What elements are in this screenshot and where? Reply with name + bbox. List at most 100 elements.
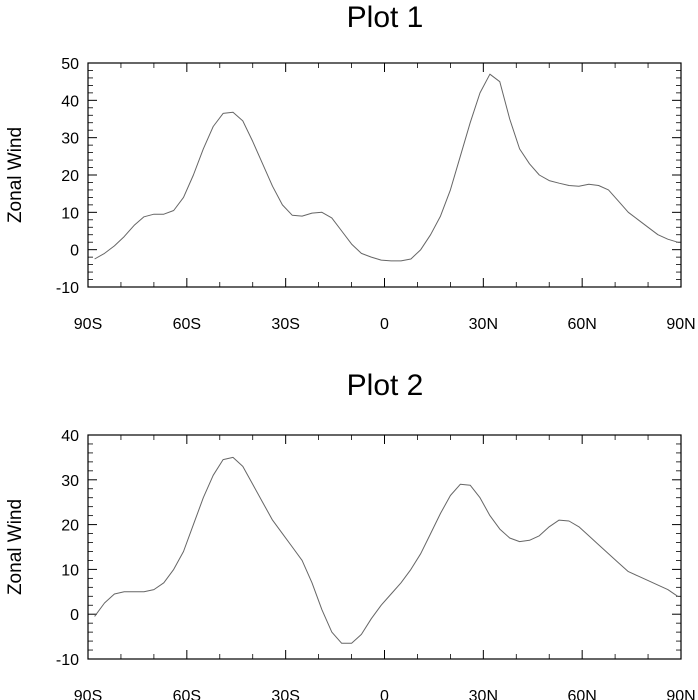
plot-1-data-point [391, 260, 392, 261]
plot-2-data-point [400, 582, 401, 583]
plot-1-data-point [153, 214, 154, 215]
plot-1-data-point [667, 239, 668, 240]
plot-1-y-tick-label: -10 [56, 280, 79, 297]
plot-2-data-point [331, 632, 332, 633]
plot-2-data-point [104, 602, 105, 603]
plot-1-data-point [203, 148, 204, 149]
plot-2-data-point [657, 585, 658, 586]
plot-1-data-point [143, 216, 144, 217]
plot-2-data-point [124, 591, 125, 592]
plot-2-data-point [292, 546, 293, 547]
plot-2-data-point [321, 609, 322, 610]
plot-2-y-tick-label: 0 [70, 607, 79, 624]
plot-2-data-point [302, 560, 303, 561]
plot-1-data-point [628, 212, 629, 213]
plot-2-series-points [94, 457, 678, 644]
plot-1-x-tick-label: 60N [567, 316, 596, 333]
plot-1-plot-frame [87, 62, 682, 288]
plot-2-y-tick-label: -10 [56, 652, 79, 669]
plot-2-data-point [499, 529, 500, 530]
plot-1-data-point [321, 212, 322, 213]
plot-1-data-point [519, 148, 520, 149]
plot-2-data-point [114, 593, 115, 594]
plot-2-data-point [539, 535, 540, 536]
plot-1-data-point [499, 81, 500, 82]
plot-2-data-point [311, 582, 312, 583]
plot-1-data-point [460, 156, 461, 157]
plot-2-data-point [361, 634, 362, 635]
plot-2-data-point [519, 541, 520, 542]
plot-1-data-point [638, 219, 639, 220]
plot-1-data-point [568, 185, 569, 186]
plot-2-data-point [509, 537, 510, 538]
plot-2-data-point [618, 562, 619, 563]
plot-1-y-tick-label: 10 [61, 205, 79, 222]
plot-1-data-point [618, 201, 619, 202]
plot-1-data-point [134, 225, 135, 226]
plot-1-data-point [509, 118, 510, 119]
plot-1-data-point [479, 92, 480, 93]
plot-2-data-point [163, 582, 164, 583]
plot-1-data-point [578, 186, 579, 187]
plot-2-data-point [559, 520, 560, 521]
plot-2-data-point [420, 553, 421, 554]
plot-2-data-point [450, 495, 451, 496]
plot-1-data-point [183, 197, 184, 198]
plot-2-minor-ticks [88, 435, 681, 659]
plot-1-x-tick-label: 90S [74, 316, 102, 333]
plot-2-title: Plot 2 [347, 369, 424, 402]
plot-2-y-tick-label: 30 [61, 473, 79, 490]
plot-1-data-point [648, 227, 649, 228]
plot-2-data-point [608, 553, 609, 554]
plot-1-data-point [272, 186, 273, 187]
plot-1-data-point [311, 213, 312, 214]
plot-1-data-point [588, 184, 589, 185]
plot-1: Plot 1 Zonal Wind -10 0 10 20 30 40 50 90S 60S 3… [5, 1, 696, 333]
plot-1-data-point [657, 234, 658, 235]
plot-1-data-point [302, 216, 303, 217]
plot-1-data-point [440, 216, 441, 217]
plot-1-data-point [341, 230, 342, 231]
plot-2-data-point [262, 502, 263, 503]
plot-1-data-point [361, 253, 362, 254]
plot-1-y-tick-label: 0 [70, 243, 79, 260]
plot-2-data-point [203, 497, 204, 498]
plot-1-y-tick-label: 40 [61, 93, 79, 110]
plot-2-data-point [410, 569, 411, 570]
plot-1-data-point [242, 120, 243, 121]
plot-2-data-point [381, 605, 382, 606]
plot-2-data-point [648, 580, 649, 581]
plot-2-x-tick-label: 60N [567, 688, 596, 700]
plot-2-x-tick-label: 30S [271, 688, 299, 700]
plot-1-data-point [331, 217, 332, 218]
plot-1-data-point [114, 245, 115, 246]
plot-2-y-tick-label: 40 [61, 428, 79, 445]
plot-2-x-tick-label: 60S [173, 688, 201, 700]
plot-2-data-point [460, 484, 461, 485]
plot-1-x-tick-label: 30S [271, 316, 299, 333]
plot-1-data-point [262, 163, 263, 164]
plot-1-data-point [430, 234, 431, 235]
plot-1-data-point [282, 204, 283, 205]
plot-2-data-point [529, 540, 530, 541]
plot-2-data-point [134, 591, 135, 592]
plot-2-data-point [638, 576, 639, 577]
plot-1-series-line [94, 73, 678, 262]
plot-2-data-point [430, 533, 431, 534]
plot-1-data-point [489, 74, 490, 75]
plot-1-data-point [163, 214, 164, 215]
plot-2-data-point [232, 457, 233, 458]
plot-2-x-tick-labels: 90S 60S 30S 0 30N 60N 90N [74, 688, 696, 700]
plot-1-data-point [381, 260, 382, 261]
plot-2-x-tick-label: 90S [74, 688, 102, 700]
plot-1-data-point [371, 257, 372, 258]
plot-2-data-point [440, 513, 441, 514]
plot-1-major-ticks [87, 62, 682, 288]
plot-1-title: Plot 1 [347, 1, 424, 34]
plot-2-y-tick-label: 10 [61, 562, 79, 579]
plot-1-y-axis-label: Zonal Wind [5, 127, 26, 223]
plot-1-data-point [677, 242, 678, 243]
plot-1-y-tick-label: 30 [61, 131, 79, 148]
plot-2-data-point [252, 484, 253, 485]
